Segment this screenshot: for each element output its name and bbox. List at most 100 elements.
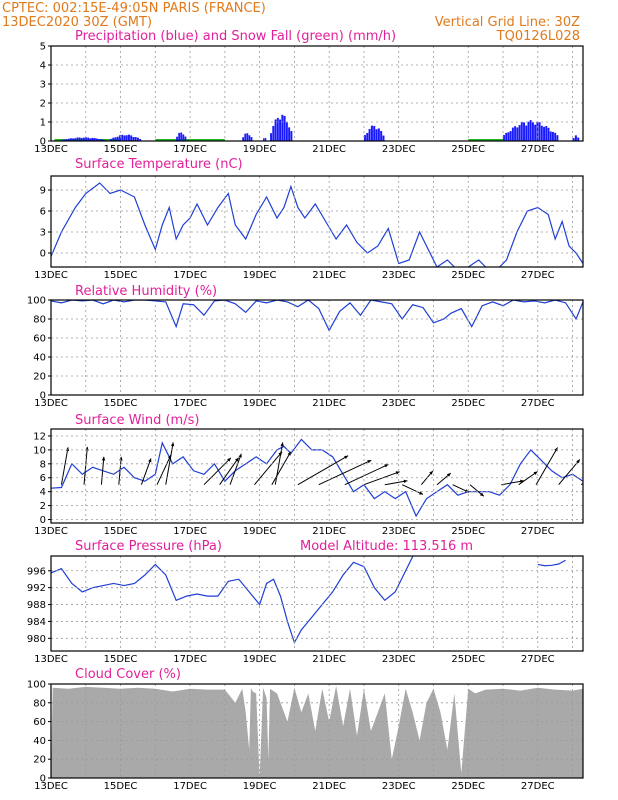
- precip-bar: [511, 127, 514, 141]
- precip-ytick-label: 4: [40, 61, 46, 72]
- wind-arrow-head: [65, 447, 70, 452]
- precip-bar: [370, 125, 373, 141]
- wind-arrow-head: [576, 459, 580, 464]
- wind-plot-area: [51, 438, 583, 518]
- temperature-line: [51, 182, 583, 267]
- cloud-xtick-label: 17DEC: [173, 781, 207, 792]
- precip-frame: [50, 45, 584, 142]
- wind-arrow: [156, 454, 172, 485]
- precip-bar: [180, 132, 183, 141]
- precip-bar: [63, 139, 66, 141]
- wind-arrow-head: [554, 447, 558, 452]
- wind-ytick-label: 10: [33, 445, 46, 456]
- humidity-ytick-label: 0: [40, 391, 46, 402]
- precip-ytick-label: 5: [40, 42, 46, 53]
- temperature-xtick-label: 15DEC: [104, 270, 138, 281]
- precip-bar: [505, 132, 508, 141]
- precip-xtick-label: 13DEC: [34, 144, 68, 155]
- precip-bar: [577, 137, 580, 141]
- precip-bar: [285, 122, 288, 141]
- precip-bar: [368, 128, 371, 141]
- pressure-xtick-label: 23DEC: [382, 654, 416, 665]
- temperature-title: Surface Temperature (nC): [75, 157, 243, 172]
- precip-ytick-label: 0: [40, 137, 46, 148]
- temperature-ytick-label: 6: [40, 207, 46, 218]
- precip-bar: [112, 137, 115, 141]
- wind-xtick-label: 25DEC: [451, 526, 485, 537]
- wind-arrow-head: [479, 492, 484, 497]
- wind-arrow: [219, 457, 239, 485]
- wind-ytick-label: 4: [40, 487, 46, 498]
- precip-plot-area: [54, 114, 580, 141]
- precip-xtick-label: 23DEC: [382, 144, 416, 155]
- precip-bar: [276, 117, 279, 141]
- humidity-xtick-label: 15DEC: [104, 398, 138, 409]
- precip-bar: [574, 135, 577, 141]
- wind-arrow: [558, 459, 581, 486]
- precip-bar: [556, 135, 559, 141]
- pressure-line-tail: [537, 559, 566, 567]
- wind-arrow-head: [227, 457, 231, 462]
- precip-bar: [534, 124, 537, 141]
- wind-arrow: [60, 447, 69, 485]
- precip-bar: [380, 130, 383, 141]
- humidity-line: [51, 300, 583, 332]
- wind-arrow: [271, 451, 292, 485]
- precip-bar: [93, 137, 96, 141]
- precip-bar: [377, 128, 380, 141]
- wind-arrow: [518, 471, 538, 486]
- pressure-xtick-label: 15DEC: [104, 654, 138, 665]
- precip-bar: [290, 131, 293, 141]
- wind-xtick-label: 17DEC: [173, 526, 207, 537]
- precip-bar: [514, 126, 517, 141]
- precip-bar: [288, 127, 291, 141]
- precip-xtick-label: 17DEC: [173, 144, 207, 155]
- cloud-ytick-label: 0: [40, 774, 46, 785]
- wind-arrow-head: [367, 460, 372, 464]
- cloud-ytick-label: 60: [33, 717, 46, 728]
- humidity-plot-area: [51, 300, 583, 332]
- wind-arrow: [203, 457, 232, 486]
- precip-bar: [184, 136, 187, 141]
- cloud-frame: [50, 683, 584, 779]
- wind-arrow-head: [446, 473, 451, 477]
- wind-arrow: [401, 484, 424, 495]
- precip-bar: [531, 122, 534, 141]
- header-model: TQ0126L028: [496, 29, 580, 44]
- precip-bar: [263, 138, 265, 141]
- temperature-xtick-label: 27DEC: [521, 270, 555, 281]
- precip-bar: [248, 135, 251, 141]
- precip-bar: [242, 137, 245, 141]
- precip-xtick-label: 27DEC: [521, 144, 555, 155]
- precip-bar: [182, 134, 185, 141]
- precip-bar: [540, 125, 543, 141]
- temperature-ytick-label: 9: [40, 186, 46, 197]
- precip-bar: [130, 135, 133, 141]
- temperature-plot-area: [51, 182, 583, 267]
- temperature-xtick-label: 19DEC: [243, 270, 277, 281]
- precip-bar: [136, 137, 139, 141]
- wind-xtick-label: 27DEC: [521, 526, 555, 537]
- pressure-frame: [50, 555, 584, 652]
- precip-bar: [250, 137, 253, 141]
- wind-arrow-head: [533, 471, 538, 476]
- wind-arrow-head: [101, 456, 106, 461]
- precip-bar: [503, 135, 505, 141]
- precip-bar: [123, 135, 126, 141]
- precip-bar: [520, 122, 523, 141]
- precip-bar: [279, 119, 282, 141]
- precip-bar: [87, 137, 90, 141]
- pressure-ytick-label: 988: [27, 600, 46, 611]
- wind-arrow: [384, 480, 408, 486]
- humidity-xtick-label: 21DEC: [312, 398, 346, 409]
- precip-bar: [78, 137, 81, 141]
- wind-ytick-label: 2: [40, 501, 46, 512]
- precip-ytick-label: 2: [40, 99, 46, 110]
- wind-frame: [50, 428, 584, 524]
- wind-xtick-label: 13DEC: [34, 526, 68, 537]
- precip-bar: [270, 133, 273, 141]
- precip-bar: [373, 126, 376, 141]
- header-run-date: 13DEC2020 30Z (GMT): [2, 15, 152, 30]
- pressure-xtick-label: 27DEC: [521, 654, 555, 665]
- header-grid-line: Vertical Grid Line: 30Z: [435, 15, 580, 30]
